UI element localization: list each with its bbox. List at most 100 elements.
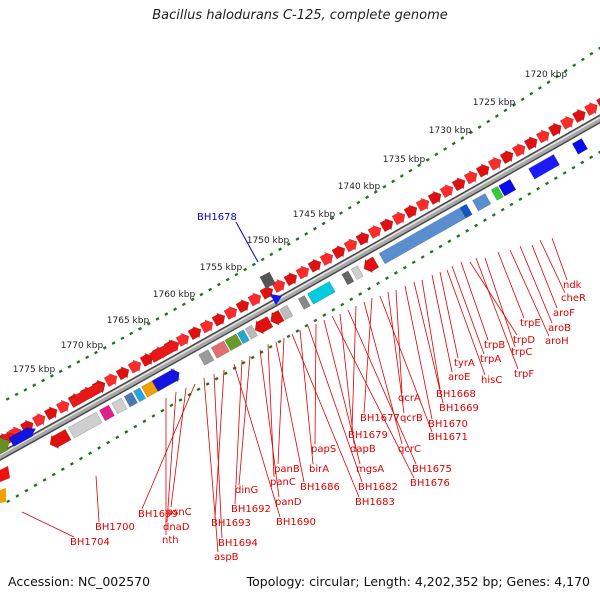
forward-gene-arrow xyxy=(595,97,600,108)
inner-ruler-mark xyxy=(598,150,600,154)
ruler-tick-label: 1755 kbp xyxy=(200,263,243,273)
gene-leader-line xyxy=(307,325,363,483)
reverse-gene-block xyxy=(279,304,294,321)
gene-label: BH1675 xyxy=(412,464,452,475)
ruler-tick-mark xyxy=(67,364,72,369)
ruler-tick-mark xyxy=(164,312,169,316)
inner-ruler-mark xyxy=(438,244,443,249)
forward-gene-arrow xyxy=(547,122,562,137)
ruler-tick-mark xyxy=(41,378,46,383)
gene-label: asnC xyxy=(167,507,192,518)
genome-backbone-highlight xyxy=(0,116,600,456)
inner-ruler-mark xyxy=(88,451,93,456)
gene-leader-line xyxy=(203,377,219,553)
inner-ruler-mark xyxy=(536,186,541,191)
ruler-tick-mark xyxy=(373,190,378,194)
inner-ruler-mark xyxy=(376,281,381,286)
gene-leader-line xyxy=(484,257,516,348)
ruler-tick-mark xyxy=(365,195,370,200)
ruler-tick-mark xyxy=(208,287,213,292)
reverse-gene-block xyxy=(123,391,138,408)
reverse-gene-block xyxy=(244,324,258,340)
gene-leader-line xyxy=(413,281,444,404)
ruler-tick-mark xyxy=(347,205,352,210)
gene-leader-line xyxy=(460,261,489,341)
ruler-tick-mark xyxy=(546,80,551,85)
forward-gene-arrow xyxy=(559,115,574,130)
ruler-tick-mark xyxy=(94,350,98,355)
gene-label: trpF xyxy=(514,369,534,380)
ruler-tick-mark xyxy=(129,331,134,336)
ruler-tick-mark xyxy=(111,341,116,345)
ruler-tick-mark xyxy=(76,360,81,364)
forward-gene-arrow xyxy=(235,299,250,314)
ruler-layer: 1720 kbp 1725 kbp 1730 kbp 1735 kbp 1740 kbp… xyxy=(5,46,600,504)
gene-leader-line xyxy=(213,373,223,539)
ruler-tick-mark xyxy=(529,91,534,96)
forward-gene-arrow xyxy=(247,292,262,307)
ruler-tick-mark xyxy=(155,317,160,321)
inner-ruler-mark xyxy=(97,446,102,450)
forward-gene-arrow xyxy=(187,326,202,341)
reverse-gene-block xyxy=(459,203,473,219)
ruler-tick-mark xyxy=(391,179,396,184)
inner-ruler-mark xyxy=(169,403,174,408)
gene-leader-line xyxy=(267,343,275,478)
forward-gene-arrow xyxy=(535,129,550,144)
gene-leader-line xyxy=(509,249,550,337)
gene-label: BH1692 xyxy=(231,504,271,515)
ruler-tick-mark xyxy=(23,387,28,392)
ruler-tick-mark xyxy=(269,252,274,257)
reverse-gene-block xyxy=(224,333,243,352)
inner-ruler-mark xyxy=(78,456,83,461)
inner-ruler-mark xyxy=(33,483,38,488)
forward-gene-arrow xyxy=(139,352,154,368)
forward-gene-arrow xyxy=(8,426,37,447)
forward-gene-arrow xyxy=(487,156,502,171)
forward-gene-arrow xyxy=(499,149,514,165)
forward-gene-arrow xyxy=(103,372,118,388)
gene-label: BH1683 xyxy=(355,497,395,508)
ruler-tick-label: 1740 kbp xyxy=(338,182,381,192)
reverse-gene-block xyxy=(472,193,492,212)
forward-gene-arrow xyxy=(307,258,322,273)
ruler-tick-mark xyxy=(216,282,221,287)
ruler-tick-label: 1735 kbp xyxy=(383,155,426,165)
gene-label: BH1668 xyxy=(436,389,476,400)
ruler-tick-label: 1750 kbp xyxy=(247,236,290,246)
inner-ruler-mark xyxy=(42,478,47,482)
forward-gene-arrow xyxy=(283,272,298,287)
reverse-gene-block xyxy=(297,295,311,310)
ruler-tick-mark xyxy=(486,119,491,124)
forward-gene-arrow xyxy=(148,339,180,364)
inner-ruler-mark xyxy=(491,213,496,217)
forward-gene-arrow xyxy=(403,204,418,219)
gene-leader-line xyxy=(351,305,357,431)
gene-label: qcrB xyxy=(400,413,423,424)
forward-gene-arrow xyxy=(583,101,598,117)
reverse-gene-block xyxy=(307,281,336,305)
ruler-tick-mark xyxy=(451,141,456,146)
reverse-gene-block xyxy=(350,265,364,281)
ruler-tick-mark xyxy=(260,257,265,262)
reverse-gene-block xyxy=(498,178,517,197)
gene-label: nth xyxy=(162,535,179,546)
inner-ruler-mark xyxy=(196,387,201,392)
forward-gene-arrow xyxy=(511,143,526,158)
gene-leader-line xyxy=(95,475,100,523)
inner-ruler-mark xyxy=(60,467,65,472)
ruler-tick-mark xyxy=(49,374,54,378)
ruler-tick-label: 1775 kbp xyxy=(13,365,56,375)
gene-leader-line xyxy=(299,329,314,465)
gene-leader-line xyxy=(347,309,417,465)
gene-label: trpA xyxy=(480,354,501,365)
edge-gene-arrow xyxy=(0,466,10,482)
gene-leader-line xyxy=(395,289,403,394)
forward-gene-arrow xyxy=(355,231,370,246)
inner-ruler-mark xyxy=(142,419,147,424)
gene-leader-line xyxy=(451,265,485,355)
gene-label: BH1690 xyxy=(276,517,316,528)
ruler-tick-mark xyxy=(251,262,256,267)
inner-ruler-mark xyxy=(474,223,479,228)
forward-gene-arrow xyxy=(127,359,142,374)
